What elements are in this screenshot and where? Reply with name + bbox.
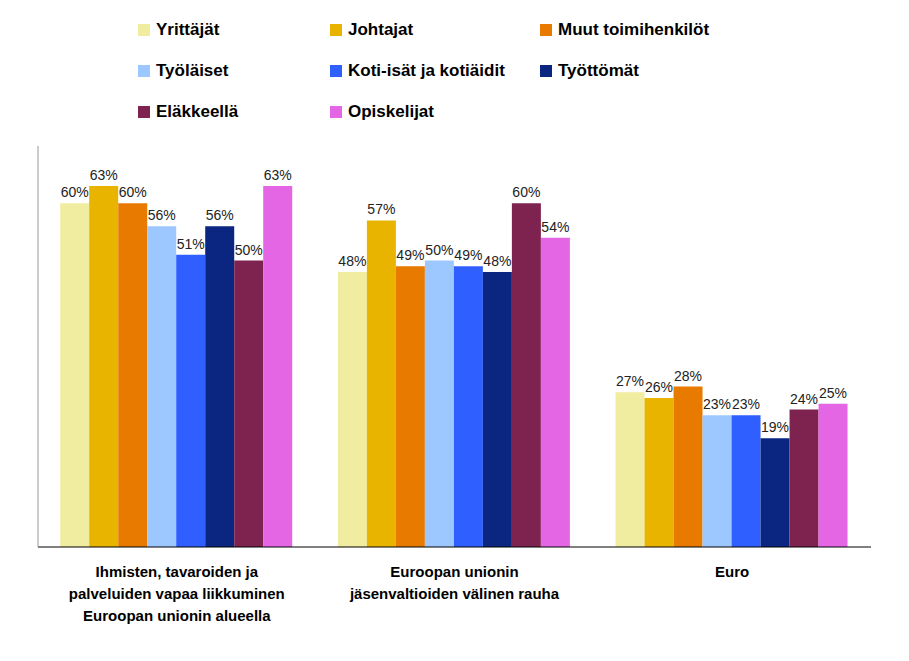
html-text:Koti-isät ja kotiäidit: Koti-isät ja kotiäidit <box>348 61 505 80</box>
svg-text:Euro: Euro <box>715 563 749 580</box>
svg-text:48%: 48% <box>338 253 366 269</box>
html-text:Muut toimihenkilöt: Muut toimihenkilöt <box>558 20 710 39</box>
svg-text:60%: 60% <box>61 184 89 200</box>
svg-text:25%: 25% <box>819 385 847 401</box>
svg-text:60%: 60% <box>512 184 540 200</box>
svg-text:49%: 49% <box>454 247 482 263</box>
svg-text:49%: 49% <box>396 247 424 263</box>
svg-text:26%: 26% <box>645 379 673 395</box>
svg-text:23%: 23% <box>703 396 731 412</box>
svg-text:56%: 56% <box>206 207 234 223</box>
svg-text:24%: 24% <box>790 391 818 407</box>
svg-text:54%: 54% <box>541 219 569 235</box>
svg-text:19%: 19% <box>761 419 789 435</box>
svg-text:60%: 60% <box>119 184 147 200</box>
svg-text:63%: 63% <box>264 167 292 183</box>
html-text:Työläiset: Työläiset <box>156 61 229 80</box>
svg-text:27%: 27% <box>616 373 644 389</box>
html-text:Opiskelijat: Opiskelijat <box>348 102 434 121</box>
html-text:Johtajat: Johtajat <box>348 20 414 39</box>
svg-text:57%: 57% <box>367 201 395 217</box>
svg-text:50%: 50% <box>235 242 263 258</box>
svg-text:28%: 28% <box>674 368 702 384</box>
svg-text:23%: 23% <box>732 396 760 412</box>
svg-text:Ihmisten, tavaroiden japalvelu: Ihmisten, tavaroiden japalveluiden vapaa… <box>69 563 285 624</box>
svg-text:56%: 56% <box>148 207 176 223</box>
html-text:Yrittäjät: Yrittäjät <box>156 20 220 39</box>
svg-text:50%: 50% <box>425 242 453 258</box>
html-text:Työttömät: Työttömät <box>558 61 639 80</box>
svg-text:63%: 63% <box>90 167 118 183</box>
svg-text:48%: 48% <box>483 253 511 269</box>
svg-text:51%: 51% <box>177 236 205 252</box>
svg-text:Euroopan unioninjäsenvaltioide: Euroopan unioninjäsenvaltioiden välinen … <box>349 563 560 602</box>
html-text:Eläkkeellä: Eläkkeellä <box>156 102 239 121</box>
